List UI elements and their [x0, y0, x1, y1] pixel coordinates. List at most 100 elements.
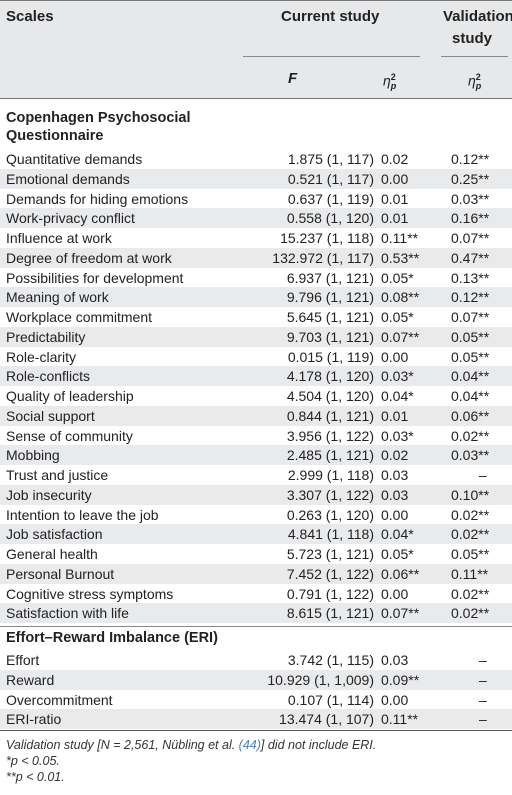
scale-name: Social support [6, 407, 95, 424]
scale-name: Effort [6, 652, 40, 668]
section-title-line1: Copenhagen Psychosocial [6, 110, 191, 126]
table-row: Intention to leave the job 0.263 (1, 120)… [0, 505, 512, 525]
table-row: Meaning of work 9.796 (1, 121) 0.08** 0.12*… [0, 287, 512, 308]
scale-name: Cognitive stress symptoms [6, 585, 174, 602]
eta-current: 0.07** [381, 328, 420, 345]
eta-current: 0.05* [381, 269, 414, 286]
f-value: 0.844 (1, 121) [286, 407, 374, 424]
eta-validation: 0.07** [451, 309, 490, 325]
table-row: General health 5.723 (1, 121) 0.05* 0.05** [0, 544, 512, 564]
eta-validation: 0.02** [451, 506, 490, 523]
f-value: 0.107 (1, 114) [287, 691, 374, 708]
table-row: Satisfaction with life 8.615 (1, 121) 0.07… [0, 603, 512, 624]
eta-validation: 0.02** [451, 526, 490, 543]
eta-validation: 0.25** [451, 170, 490, 187]
eta-current: 0.00 [381, 691, 409, 708]
note-p01: **p < 0.01. [6, 770, 65, 784]
eta-validation: 0.03** [451, 447, 490, 464]
eta-validation: – [479, 652, 487, 668]
scale-name: Work-privacy conflict [6, 210, 135, 227]
scale-name: Personal Burnout [6, 565, 115, 582]
col-validation-header-line2: study [452, 30, 493, 47]
table-row: Mobbing 2.485 (1, 121) 0.02 0.03** [0, 445, 512, 466]
eta-symbol: η [383, 72, 391, 89]
eta-validation: 0.03** [451, 190, 490, 207]
table-row: Cognitive stress symptoms 0.791 (1, 122) 0… [0, 584, 512, 604]
section-title-line2: Questionnaire [6, 128, 104, 144]
table-row: Reward 10.929 (1, 1,009) 0.09** – [0, 669, 512, 690]
table-row: Predictability 9.703 (1, 121) 0.07** 0.05** [0, 326, 512, 347]
eta-current: 0.02 [381, 151, 409, 167]
scale-name: Job insecurity [6, 486, 92, 503]
table-row: Role-conflicts 4.178 (1, 120) 0.03* 0.04** [0, 366, 512, 387]
header-bottom-rule [0, 98, 512, 99]
scale-name: Quality of leadership [6, 388, 134, 404]
table-row: Sense of community 3.956 (1, 122) 0.03* 0.0… [0, 426, 512, 446]
f-value: 2.999 (1, 118) [287, 467, 374, 483]
eta-validation: 0.02** [451, 585, 490, 602]
scale-name: Overcommitment [6, 691, 113, 708]
scale-name: General health [6, 546, 98, 562]
eta-current: 0.03* [381, 427, 414, 444]
eta-current: 0.04* [381, 388, 414, 404]
eta-validation: 0.02** [451, 427, 490, 444]
eta-symbol: η [468, 72, 476, 89]
eta-validation: 0.12** [451, 289, 490, 306]
table-row: Social support 0.844 (1, 121) 0.01 0.06** [0, 405, 512, 426]
f-value: 8.615 (1, 121) [286, 605, 374, 622]
f-value: 0.263 (1, 120) [286, 506, 374, 523]
reference-link[interactable]: (44) [238, 738, 261, 752]
scale-name: Intention to leave the job [6, 506, 159, 523]
eta-current: 0.03 [381, 652, 409, 668]
f-value: 3.742 (1, 115) [287, 652, 374, 668]
table-row: Trust and justice 2.999 (1, 118) 0.03 – [0, 465, 512, 485]
table-row: Role-clarity 0.015 (1, 119) 0.00 0.05** [0, 347, 512, 367]
scale-name: Role-clarity [6, 348, 77, 365]
eta-validation: 0.05** [451, 348, 490, 365]
col-f-header: F [288, 70, 298, 87]
table-row: Work-privacy conflict 0.558 (1, 120) 0.01 0… [0, 208, 512, 229]
eta-validation: 0.04** [451, 388, 490, 404]
note-p05: *p < 0.05. [6, 754, 60, 768]
eta-current: 0.00 [381, 170, 409, 187]
f-value: 0.558 (1, 120) [286, 210, 374, 227]
current-study-rule [243, 56, 420, 57]
scale-name: Job satisfaction [6, 526, 103, 543]
eta-current: 0.01 [381, 407, 409, 424]
f-value: 4.504 (1, 120) [286, 388, 374, 404]
eta-validation: 0.10** [451, 486, 490, 503]
f-value: 2.485 (1, 121) [286, 447, 374, 464]
eta-current: 0.01 [381, 210, 409, 227]
table-row: Influence at work 15.237 (1, 118) 0.11** 0.… [0, 228, 512, 248]
table-row: Possibilities for development 6.937 (1, 1… [0, 268, 512, 288]
col-validation-header-line1: Validation [443, 8, 512, 25]
f-value: 0.015 (1, 119) [287, 348, 374, 365]
top-rule [0, 0, 512, 1]
section-divider [0, 626, 512, 627]
f-value: 0.791 (1, 122) [286, 585, 374, 602]
f-value: 7.452 (1, 122) [286, 565, 374, 582]
scale-name: Emotional demands [6, 170, 130, 187]
note-text: ] did not include ERI. [260, 738, 377, 752]
scale-name: Influence at work [6, 230, 112, 246]
scale-name: ERI-ratio [6, 711, 62, 728]
scale-name: Trust and justice [6, 467, 109, 483]
f-value: 4.841 (1, 118) [287, 526, 374, 543]
eta-current: 0.09** [381, 671, 420, 688]
scale-name: Workplace commitment [6, 309, 153, 325]
f-value: 5.645 (1, 121) [286, 309, 374, 325]
eta-current: 0.02 [381, 447, 409, 464]
f-value: 3.307 (1, 122) [286, 486, 374, 503]
eta-current: 0.11** [381, 711, 419, 728]
eta-sup: 2 [475, 72, 481, 82]
col-scales-header: Scales [6, 8, 54, 25]
eta-validation: 0.04** [451, 368, 490, 385]
eta-current: 0.03 [381, 486, 409, 503]
eta-validation: – [479, 691, 487, 708]
eta-sup: 2 [390, 72, 396, 82]
table-row: Demands for hiding emotions 0.637 (1, 119… [0, 189, 512, 209]
eta-validation: 0.02** [451, 605, 490, 622]
table-row: Degree of freedom at work 132.972 (1, 117… [0, 247, 512, 268]
eta-sub: p [390, 81, 397, 92]
f-value: 9.796 (1, 121) [286, 289, 374, 306]
